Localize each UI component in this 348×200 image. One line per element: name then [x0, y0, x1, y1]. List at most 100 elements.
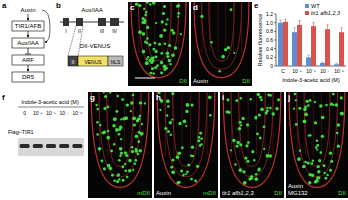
- nucleus: [330, 160, 333, 163]
- panel-j: jMG132AuxinDII: [286, 92, 348, 198]
- nucleus: [258, 113, 261, 116]
- nucleus: [147, 56, 149, 58]
- x-tick-label: C: [281, 68, 285, 74]
- band: [46, 144, 56, 148]
- nucleus: [142, 50, 146, 54]
- domain: [110, 18, 119, 26]
- nucleus: [134, 163, 136, 165]
- node-box: [12, 38, 44, 48]
- construct-part: [78, 56, 108, 66]
- nucleus: [166, 18, 168, 20]
- nucleus: [113, 143, 115, 145]
- nucleus: [152, 72, 155, 75]
- nucleus: [166, 52, 170, 56]
- nucleus: [302, 165, 305, 168]
- nucleus: [336, 132, 338, 134]
- nucleus: [318, 176, 321, 179]
- nucleus: [130, 101, 134, 105]
- nucleus: [103, 167, 106, 170]
- nucleus: [98, 147, 102, 151]
- nucleus: [246, 160, 249, 163]
- nucleus: [112, 124, 116, 128]
- nucleus: [152, 2, 156, 5]
- nucleus: [246, 123, 249, 126]
- nucleus: [118, 159, 121, 162]
- nucleus: [183, 120, 187, 124]
- error-bar: [326, 25, 328, 29]
- cell-outline: [297, 92, 338, 177]
- nucleus: [176, 155, 180, 159]
- nucleus: [107, 130, 110, 133]
- bar: [334, 64, 339, 66]
- nucleus: [162, 12, 165, 15]
- nucleus: [142, 32, 146, 36]
- error-bar: [307, 55, 309, 57]
- nucleus: [316, 144, 319, 147]
- nucleus: [174, 46, 178, 50]
- panel-letter: c: [130, 3, 135, 12]
- nucleus: [324, 177, 327, 180]
- bar: [339, 32, 344, 66]
- nucleus: [146, 42, 148, 44]
- nucleus: [253, 159, 255, 161]
- nucleus: [151, 67, 154, 70]
- nucleus: [156, 64, 159, 67]
- nucleus: [120, 138, 122, 140]
- nucleus: [200, 15, 203, 18]
- nucleus: [177, 12, 180, 15]
- y-tick-label: 0.2: [266, 54, 273, 60]
- nucleus: [152, 48, 155, 51]
- nucleus: [163, 64, 167, 68]
- nucleus: [160, 52, 163, 55]
- nucleus: [100, 160, 103, 163]
- arrow: [42, 10, 50, 42]
- x-tick-label: 10⁻⁹: [292, 68, 302, 74]
- construct-part: [108, 56, 123, 66]
- nucleus: [110, 149, 113, 152]
- nucleus: [172, 31, 175, 34]
- blot-axis-label: Indole-3-acetic acid (M): [21, 99, 79, 105]
- nucleus: [243, 181, 247, 185]
- nucleus: [109, 92, 112, 94]
- nucleus: [128, 159, 132, 163]
- inhibition: [28, 48, 29, 54]
- lane-bar: [18, 107, 84, 108]
- nucleus: [170, 166, 173, 169]
- nucleus: [190, 178, 193, 181]
- nucleus: [304, 161, 307, 164]
- image-content: [289, 92, 345, 187]
- stain-label: DII: [242, 78, 250, 84]
- nucleus: [148, 59, 151, 62]
- nucleus: [154, 42, 157, 45]
- cell-wall: [162, 2, 163, 52]
- error-bar: [279, 20, 281, 23]
- nucleus: [113, 179, 116, 182]
- nucleus: [130, 110, 132, 112]
- nucleus: [128, 169, 132, 173]
- background: [0, 0, 348, 200]
- panel-letter: b: [56, 1, 61, 10]
- nucleus: [306, 100, 309, 103]
- nucleus: [191, 145, 194, 148]
- nucleus: [137, 140, 140, 143]
- lane-label: 10⁻⁸: [46, 110, 56, 116]
- nucleus: [171, 29, 174, 32]
- bar: [278, 23, 283, 66]
- nucleus: [171, 53, 175, 57]
- nucleus: [259, 137, 262, 140]
- nucleus: [131, 150, 134, 153]
- band: [59, 144, 69, 148]
- nucleus: [319, 104, 323, 108]
- nucleus: [163, 68, 166, 71]
- node-label: Auxin: [20, 7, 35, 13]
- nucleus: [337, 144, 340, 147]
- image: [128, 2, 189, 86]
- nucleus: [240, 97, 242, 99]
- image: [154, 92, 218, 198]
- nucleus: [185, 173, 187, 175]
- panel-letter: j: [287, 93, 290, 102]
- panel-letter: f: [2, 93, 5, 102]
- nucleus: [196, 165, 199, 168]
- arrow: [28, 65, 29, 71]
- cell-wall: [241, 2, 242, 52]
